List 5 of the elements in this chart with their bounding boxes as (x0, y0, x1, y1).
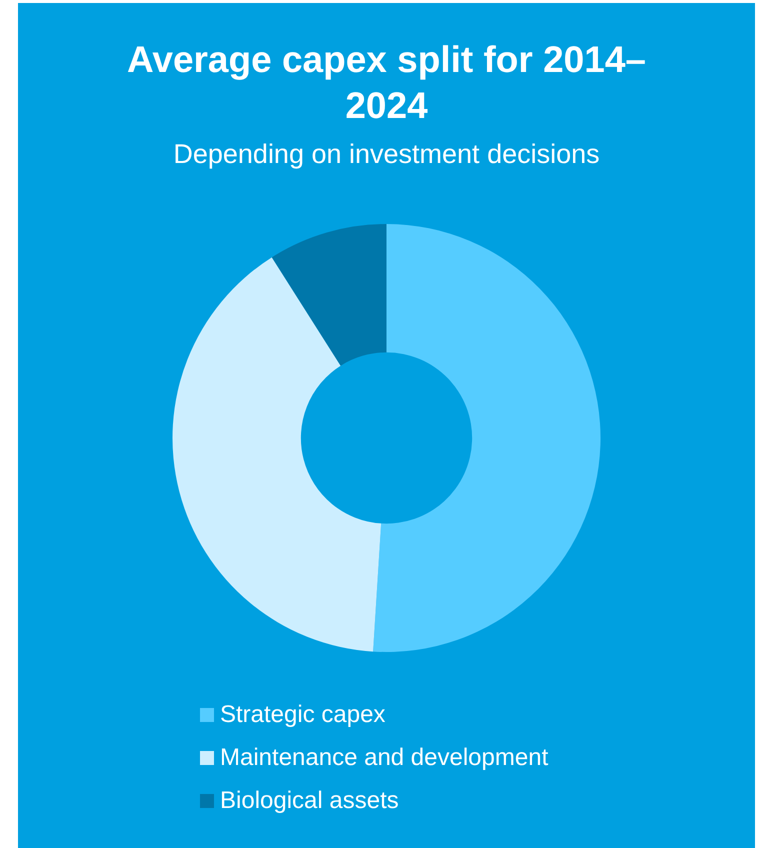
legend-label: Maintenance and development (220, 744, 548, 772)
legend-label: Biological assets (220, 786, 399, 814)
chart-title: Average capex split for 2014–2024 (126, 38, 647, 128)
chart-subtitle: Depending on investment decisions (172, 139, 601, 170)
legend-label: Strategic capex (220, 700, 386, 728)
